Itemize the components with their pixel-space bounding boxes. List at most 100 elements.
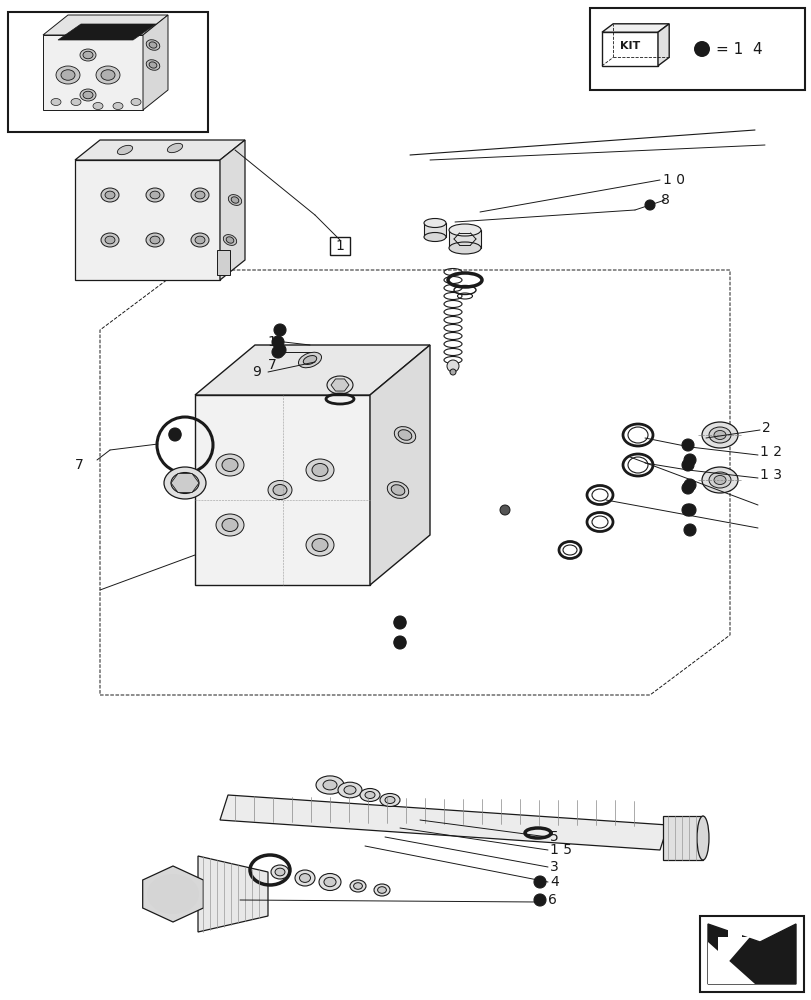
Ellipse shape — [146, 233, 164, 247]
Ellipse shape — [423, 232, 445, 241]
Ellipse shape — [272, 485, 286, 495]
Ellipse shape — [131, 99, 141, 106]
Text: = 1  4: = 1 4 — [715, 42, 762, 57]
Text: 6: 6 — [547, 893, 556, 907]
Ellipse shape — [51, 99, 61, 106]
Ellipse shape — [397, 430, 411, 440]
Ellipse shape — [146, 188, 164, 202]
Ellipse shape — [275, 868, 285, 876]
Text: 3: 3 — [549, 860, 558, 874]
Circle shape — [273, 324, 285, 336]
Ellipse shape — [306, 459, 333, 481]
Polygon shape — [601, 24, 668, 32]
Text: 7: 7 — [268, 358, 277, 372]
Ellipse shape — [61, 70, 75, 80]
Polygon shape — [217, 250, 230, 275]
Circle shape — [272, 346, 284, 358]
Text: 1 3: 1 3 — [759, 468, 781, 482]
Ellipse shape — [226, 237, 234, 243]
Polygon shape — [171, 473, 199, 493]
Polygon shape — [75, 160, 220, 280]
Ellipse shape — [359, 788, 380, 802]
Ellipse shape — [344, 786, 355, 794]
Circle shape — [169, 428, 181, 440]
Text: 1 2: 1 2 — [759, 445, 781, 459]
Ellipse shape — [387, 482, 408, 498]
Ellipse shape — [80, 89, 96, 101]
Ellipse shape — [149, 42, 157, 48]
Circle shape — [393, 637, 406, 649]
Ellipse shape — [223, 235, 236, 245]
Ellipse shape — [147, 874, 199, 914]
Bar — [699, 916, 803, 992]
Ellipse shape — [83, 51, 93, 59]
Polygon shape — [220, 795, 667, 850]
Ellipse shape — [56, 66, 80, 84]
Circle shape — [681, 482, 693, 494]
Ellipse shape — [93, 103, 103, 110]
Polygon shape — [331, 379, 349, 391]
Ellipse shape — [171, 473, 199, 493]
Ellipse shape — [221, 458, 238, 472]
Ellipse shape — [150, 236, 160, 244]
Polygon shape — [198, 856, 268, 932]
Ellipse shape — [101, 70, 115, 80]
Polygon shape — [143, 15, 168, 110]
Circle shape — [500, 505, 509, 515]
Ellipse shape — [350, 880, 366, 892]
Bar — [8, 12, 208, 132]
Polygon shape — [423, 223, 445, 237]
Ellipse shape — [150, 191, 160, 199]
Bar — [590, 8, 804, 90]
Text: KIT: KIT — [619, 41, 639, 51]
Ellipse shape — [702, 422, 737, 448]
Ellipse shape — [303, 356, 316, 364]
Ellipse shape — [105, 191, 115, 199]
Circle shape — [681, 459, 693, 471]
Ellipse shape — [221, 518, 238, 532]
Ellipse shape — [319, 874, 341, 890]
Ellipse shape — [384, 796, 394, 803]
Polygon shape — [75, 140, 245, 160]
Circle shape — [683, 454, 695, 466]
Bar — [329, 237, 350, 255]
Ellipse shape — [448, 224, 480, 236]
Ellipse shape — [713, 476, 725, 485]
Ellipse shape — [323, 780, 337, 790]
Ellipse shape — [149, 62, 157, 68]
Ellipse shape — [374, 884, 389, 896]
Ellipse shape — [702, 467, 737, 493]
Ellipse shape — [118, 145, 132, 155]
Ellipse shape — [101, 233, 119, 247]
Circle shape — [683, 504, 695, 516]
Ellipse shape — [327, 376, 353, 394]
Ellipse shape — [101, 188, 119, 202]
Circle shape — [534, 876, 545, 888]
Ellipse shape — [448, 242, 480, 254]
Text: 8: 8 — [660, 193, 669, 207]
Ellipse shape — [365, 791, 375, 798]
Ellipse shape — [394, 427, 415, 443]
Ellipse shape — [271, 865, 289, 879]
Circle shape — [393, 617, 406, 629]
Ellipse shape — [195, 191, 204, 199]
Ellipse shape — [80, 49, 96, 61]
Ellipse shape — [268, 481, 292, 499]
Circle shape — [534, 894, 545, 906]
Circle shape — [169, 429, 181, 441]
Text: 4: 4 — [549, 875, 558, 889]
Ellipse shape — [391, 485, 405, 495]
Polygon shape — [143, 866, 203, 922]
Ellipse shape — [216, 514, 243, 536]
Polygon shape — [43, 15, 168, 35]
Polygon shape — [657, 24, 668, 66]
Ellipse shape — [71, 99, 81, 106]
Polygon shape — [195, 395, 370, 585]
Ellipse shape — [311, 538, 328, 552]
Circle shape — [693, 41, 709, 57]
Ellipse shape — [164, 467, 206, 499]
Ellipse shape — [294, 870, 315, 886]
Circle shape — [681, 439, 693, 451]
Ellipse shape — [96, 66, 120, 84]
Ellipse shape — [337, 782, 362, 798]
